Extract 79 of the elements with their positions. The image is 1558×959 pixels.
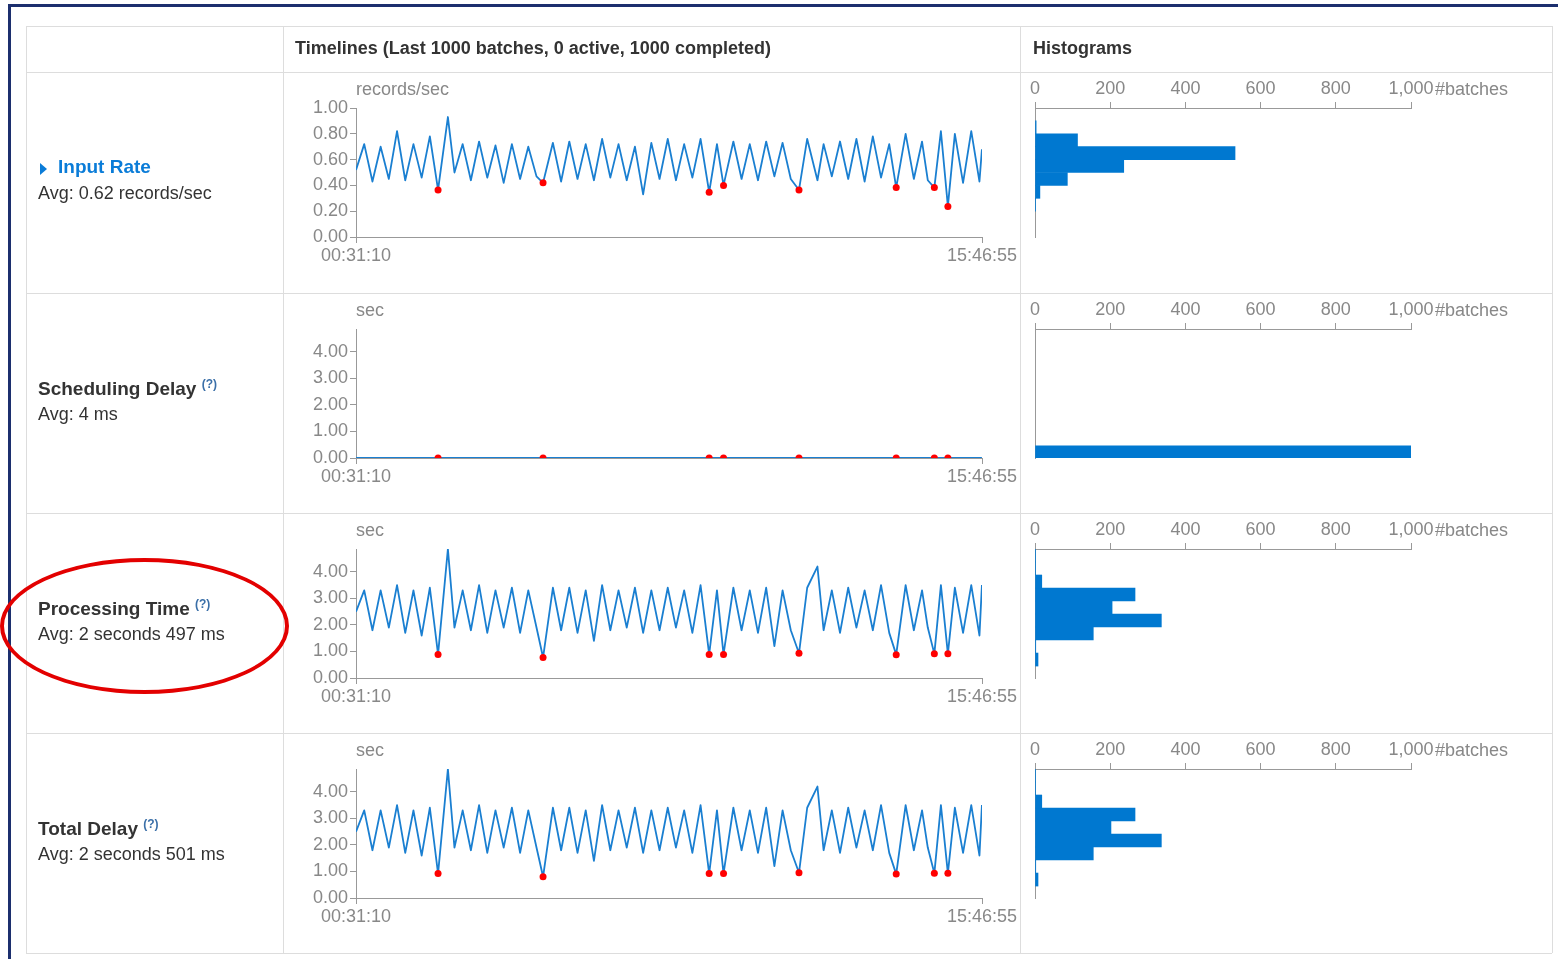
- point: [434, 186, 442, 194]
- x-tick-label: 00:31:10: [320, 465, 392, 486]
- y-axis-title: sec: [356, 519, 385, 540]
- x-tick-label: 800: [1320, 519, 1351, 540]
- x-tick-label: 200: [1095, 739, 1126, 760]
- x-tick-label: 00:31:10: [320, 905, 392, 926]
- x-axis-title: #batches: [1435, 299, 1509, 320]
- y-axis-title: records/sec: [356, 78, 450, 99]
- x-tick-label: 00:31:10: [320, 685, 392, 706]
- x-tick-label: 0: [1029, 78, 1041, 99]
- x-axis-title: #batches: [1435, 78, 1509, 99]
- x-tick-label: 600: [1245, 739, 1276, 760]
- x-tick-label: 15:46:55: [946, 465, 1018, 486]
- y-axis-title: sec: [356, 739, 385, 760]
- point: [705, 188, 713, 196]
- x-tick-label: 800: [1320, 739, 1351, 760]
- y-tick-label: 0.00: [312, 666, 348, 687]
- x-tick-label: 200: [1095, 299, 1126, 320]
- y-tick-label: 1.00: [312, 96, 348, 117]
- y-tick-label: 3.00: [312, 807, 348, 828]
- y-tick-label: 1.00: [312, 420, 348, 441]
- x-tick-label: 200: [1095, 78, 1126, 99]
- x-tick-label: 200: [1095, 519, 1126, 540]
- x-axis-title: #batches: [1435, 519, 1509, 540]
- y-tick-label: 0.00: [312, 446, 348, 467]
- x-tick-label: 15:46:55: [946, 244, 1018, 265]
- text: Scheduling Delay $^{(?)}$: [38, 377, 217, 401]
- x-tick-label: 400: [1170, 519, 1201, 540]
- x-tick-label: 0: [1029, 299, 1041, 320]
- x-tick-label: 400: [1170, 739, 1201, 760]
- y-tick-label: 0.40: [312, 174, 348, 195]
- x-tick-label: 1,000: [1388, 78, 1434, 99]
- text: Avg: 4 ms: [38, 404, 118, 425]
- text: Timelines (Last 1000 batches, 0 active, 1000 completed): [295, 38, 771, 59]
- y-tick-label: 2.00: [312, 833, 348, 854]
- x-tick-label: 800: [1320, 299, 1351, 320]
- x-tick-label: 0: [1029, 519, 1041, 540]
- y-tick-label: 0.60: [312, 148, 348, 169]
- y-tick-label: 2.00: [312, 393, 348, 414]
- x-tick-label: 0: [1029, 739, 1041, 760]
- x-tick-label: 800: [1320, 78, 1351, 99]
- y-tick-label: 3.00: [312, 367, 348, 388]
- text: Input Rate: [58, 156, 151, 178]
- y-tick-label: 0.00: [312, 886, 348, 907]
- y-tick-label: 3.00: [312, 587, 348, 608]
- x-tick-label: 1,000: [1388, 519, 1434, 540]
- point: [930, 184, 938, 192]
- point: [539, 179, 547, 187]
- text: Processing Time $^{(?)}$: [38, 597, 211, 621]
- y-tick-label: 2.00: [312, 613, 348, 634]
- x-tick-label: 400: [1170, 299, 1201, 320]
- text: Histograms: [1033, 38, 1133, 59]
- text: Avg: 2 seconds 497 ms: [38, 624, 225, 645]
- x-tick-label: 00:31:10: [320, 244, 392, 265]
- point: [944, 202, 952, 210]
- y-tick-label: 4.00: [312, 780, 348, 801]
- x-tick-label: 600: [1245, 299, 1276, 320]
- text: Total Delay $^{(?)}$: [38, 817, 159, 841]
- x-tick-label: 400: [1170, 78, 1201, 99]
- y-tick-label: 4.00: [312, 340, 348, 361]
- x-axis-title: #batches: [1435, 739, 1509, 760]
- x-tick-label: 600: [1245, 519, 1276, 540]
- x-tick-label: 600: [1245, 78, 1276, 99]
- x-tick-label: 1,000: [1388, 299, 1434, 320]
- x-tick-label: 1,000: [1388, 739, 1434, 760]
- y-tick-label: 4.00: [312, 560, 348, 581]
- y-tick-label: 0.00: [312, 225, 348, 246]
- text: Avg: 0.62 records/sec: [38, 183, 212, 204]
- x-tick-label: 15:46:55: [946, 685, 1018, 706]
- x-tick-label: 15:46:55: [946, 905, 1018, 926]
- y-axis-title: sec: [356, 299, 385, 320]
- text: Avg: 2 seconds 501 ms: [38, 844, 225, 865]
- y-tick-label: 1.00: [312, 860, 348, 881]
- point: [795, 186, 803, 194]
- y-tick-label: 0.20: [312, 200, 348, 221]
- point: [892, 184, 900, 192]
- y-tick-label: 0.80: [312, 122, 348, 143]
- point: [720, 181, 728, 189]
- y-tick-label: 1.00: [312, 640, 348, 661]
